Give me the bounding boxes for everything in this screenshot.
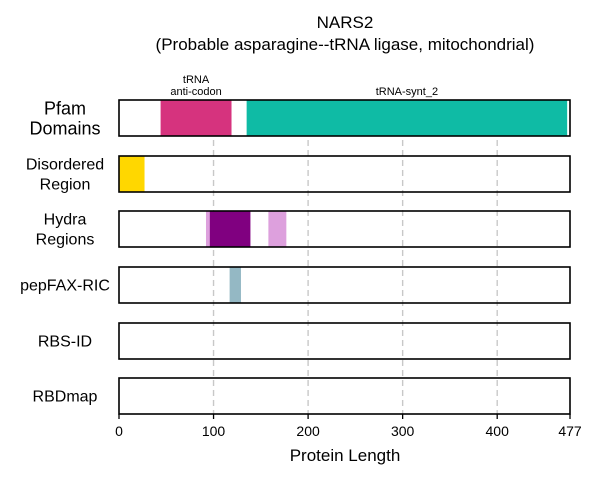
x-tick-label: 477 [558,423,582,439]
track-label: RBDmap [33,389,98,406]
track-label: Pfam [44,98,86,118]
domain-segment [246,100,568,136]
track-frame [118,266,571,304]
track-label: Domains [29,118,100,138]
domain-segment [119,156,145,192]
domain-label: tRNA-synt_2 [376,86,438,98]
track: RBS-ID [38,322,571,360]
track: pepFAX-RIC [20,266,571,304]
track: RBDmap [33,377,571,415]
x-tick-label: 0 [115,423,123,439]
x-tick-label: 400 [486,423,510,439]
track-label: Regions [36,232,95,249]
track-frame [118,322,571,360]
chart-title: NARS2 [317,13,374,32]
x-tick-label: 200 [296,423,320,439]
track-label: Hydra [44,212,87,229]
domain-segment [160,100,232,136]
track: Hydra Regions [36,210,571,249]
track-frame [118,99,571,137]
domain-label: tRNA [183,74,210,86]
x-tick-label: 100 [202,423,226,439]
track-label: pepFAX-RIC [20,278,110,295]
domain-label: anti-codon [170,86,221,98]
track: Disordered Region [26,155,571,194]
track-frame [118,377,571,415]
domain-segment [205,211,210,247]
track-frame [118,155,571,193]
domain-segment [229,267,241,303]
domain-segment [209,211,251,247]
x-axis-label: Protein Length [290,446,401,465]
domain-segment [268,211,287,247]
track-label: Disordered [26,157,104,174]
grid-lines [212,100,498,414]
chart-subtitle: (Probable asparagine--tRNA ligase, mitoc… [156,35,535,54]
x-axis: 0 100 200 300 400 477 [115,414,582,439]
track-label: Region [40,177,91,194]
x-tick-label: 300 [391,423,415,439]
track-frame [118,210,571,248]
track-label: RBS-ID [38,334,92,351]
